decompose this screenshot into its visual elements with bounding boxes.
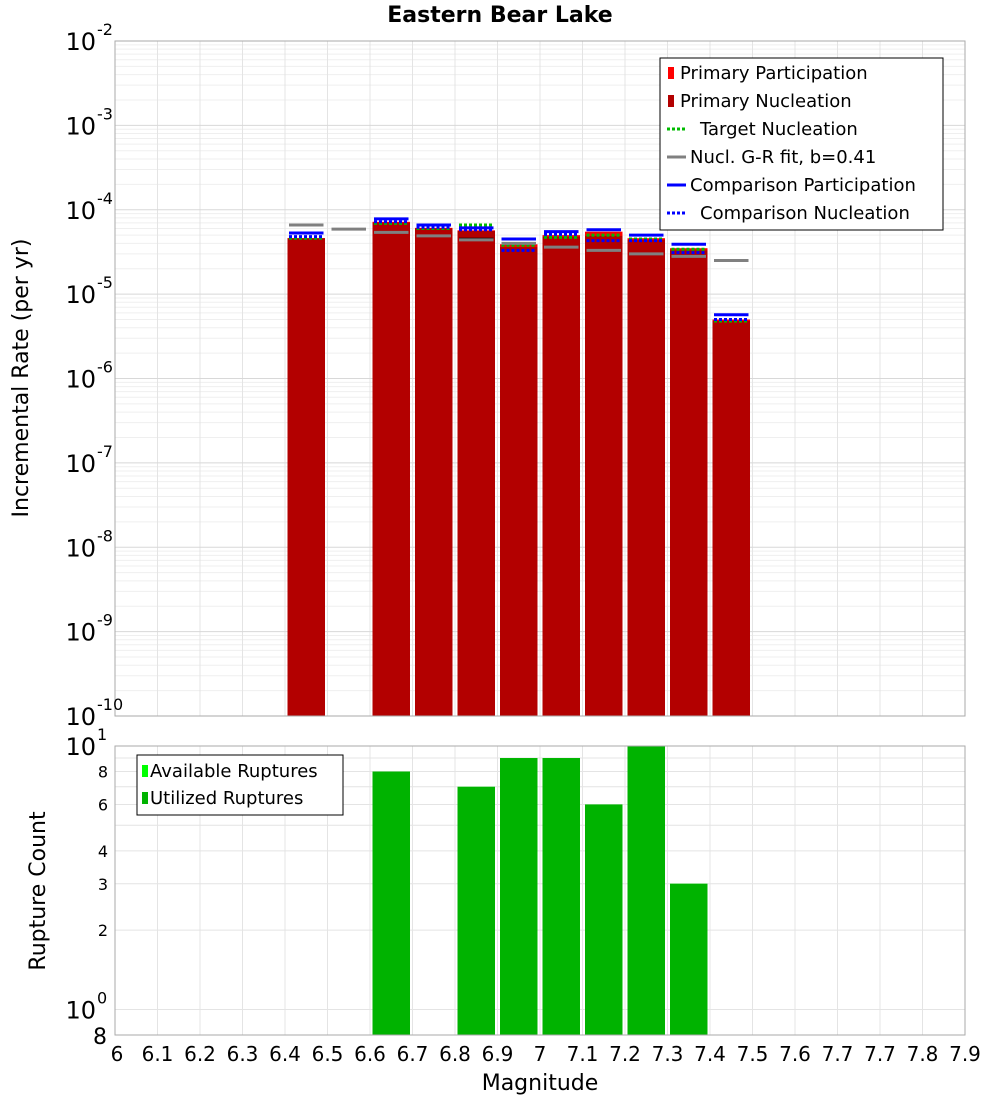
- rate-bar: [627, 239, 665, 716]
- legend-swatch: [142, 792, 148, 804]
- legend-label: Comparison Participation: [690, 175, 916, 196]
- rate-bar: [287, 238, 325, 716]
- y-tick-label: 10: [65, 28, 96, 56]
- y-tick-exponent: -8: [97, 526, 113, 545]
- rate-bar: [670, 250, 708, 717]
- x-tick-label: 6.1: [142, 1042, 174, 1066]
- x-tick-label: 7.8: [907, 1042, 939, 1066]
- count-bar: [670, 883, 708, 1035]
- y-tick-label: 10: [65, 197, 96, 225]
- y-tick-label: 10: [65, 366, 96, 394]
- x-tick-label: 6.5: [312, 1042, 344, 1066]
- legend-label: Comparison Nucleation: [700, 203, 910, 224]
- count-axis-label: Rupture Count: [26, 811, 51, 971]
- rate-bar: [372, 222, 410, 716]
- y-tick-label: 10: [65, 281, 96, 309]
- chart-title: Eastern Bear Lake: [387, 3, 612, 28]
- y-tick-exponent: -5: [97, 273, 113, 292]
- y-tick-exponent: -3: [97, 104, 113, 123]
- x-tick-label: 7.6: [779, 1042, 811, 1066]
- count-bar: [585, 804, 623, 1035]
- plot-border: [114, 745, 966, 1036]
- x-tick-label: 7.5: [737, 1042, 769, 1066]
- rate-bar: [457, 230, 495, 716]
- y-tick-exponent: -6: [97, 358, 113, 377]
- legend-box: [659, 57, 944, 231]
- legend-box: [136, 754, 344, 816]
- count-bar: [542, 758, 580, 1035]
- rate-bar: [542, 236, 580, 716]
- rate-bar: [585, 235, 623, 716]
- legend-label: Utilized Ruptures: [150, 788, 303, 809]
- x-tick-label: 7.4: [694, 1042, 726, 1066]
- legend-swatch: [668, 67, 674, 79]
- y-tick-label: 10: [65, 619, 96, 647]
- y-tick-label: 10: [65, 534, 96, 562]
- y-tick-exponent: -7: [97, 442, 113, 461]
- x-tick-label: 6.3: [227, 1042, 259, 1066]
- x-tick-label: 7.1: [567, 1042, 599, 1066]
- y-tick-exponent: -2: [97, 20, 113, 39]
- legend-swatch: [142, 765, 148, 777]
- x-tick-label: 7.7: [822, 1042, 854, 1066]
- y-tick-label: 8: [98, 763, 108, 782]
- count-bar: [457, 786, 495, 1035]
- y-tick-label: 6: [98, 795, 108, 814]
- legend-label: Primary Nucleation: [680, 91, 852, 112]
- x-tick-label: 6.6: [354, 1042, 386, 1066]
- y-tick-label: 10: [65, 733, 96, 761]
- x-tick-label: 7: [534, 1042, 547, 1066]
- x-tick-label: 7.3: [652, 1042, 684, 1066]
- y-tick-exponent: -9: [97, 611, 113, 630]
- x-tick-label: 6.4: [269, 1042, 301, 1066]
- y-tick-exponent: -4: [97, 189, 113, 208]
- rate-panel: 10-210-310-410-510-610-710-810-910 -10Pri…: [65, 20, 966, 731]
- count-bar: [372, 771, 410, 1035]
- y-tick-exponent: -10: [97, 695, 123, 714]
- rate-bar: [415, 228, 453, 716]
- legend-swatch: [668, 95, 674, 107]
- legend-label: Available Ruptures: [150, 761, 318, 782]
- x-tick-label: 7.9: [949, 1042, 981, 1066]
- rate-bar: [712, 321, 750, 716]
- y-tick-label: 3: [98, 875, 108, 894]
- rate-bar: [500, 247, 538, 716]
- x-tick-label: 7.2: [609, 1042, 641, 1066]
- y-tick-label: 10: [65, 996, 96, 1024]
- x-tick-label: 6.7: [397, 1042, 429, 1066]
- count-bar: [627, 746, 665, 1035]
- plot-border: [114, 40, 966, 717]
- x-tick-label: 6: [111, 1042, 124, 1066]
- y-tick-label: 10: [65, 112, 96, 140]
- y-tick-exponent: 0: [97, 988, 107, 1007]
- legend-label: Nucl. G-R fit, b=0.41: [690, 147, 876, 168]
- y-tick-label: 10: [65, 450, 96, 478]
- rate-axis-label: Incremental Rate (per yr): [9, 239, 34, 518]
- y-tick-exponent: 1: [97, 725, 107, 744]
- x-tick-label: 6.2: [184, 1042, 216, 1066]
- y-tick-label: 2: [98, 921, 108, 940]
- magnitude-axis-label: Magnitude: [482, 1071, 599, 1096]
- x-tick-label: 6.9: [482, 1042, 514, 1066]
- x-tick-label: 6.8: [439, 1042, 471, 1066]
- x-tick-label: 7.7: [864, 1042, 896, 1066]
- y-tick-label: 4: [98, 842, 108, 861]
- y-tick-label: 10: [65, 703, 96, 731]
- count-bar: [500, 758, 538, 1035]
- y-tick-label: 8: [93, 1025, 107, 1050]
- legend-label: Primary Participation: [680, 63, 868, 84]
- legend-label: Target Nucleation: [699, 119, 858, 140]
